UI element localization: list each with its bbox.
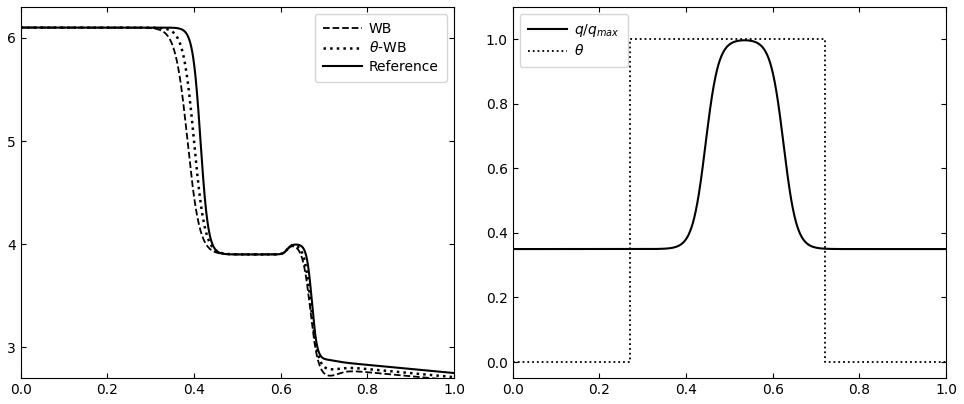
WB (181, 133, 193, 137)
$\theta$-WB (90, 25, 101, 30)
$q/q_{max}$ (932, 246, 944, 251)
WB (200, 241, 211, 246)
Reference (200, 204, 211, 209)
$q/q_{max}$ (885, 246, 897, 251)
$\theta$ (507, 360, 519, 364)
$\theta$-WB (448, 375, 460, 380)
$\theta$-WB (200, 228, 211, 233)
WB (14, 25, 26, 30)
Reference (448, 370, 460, 375)
$q/q_{max}$ (582, 246, 594, 251)
WB (393, 372, 405, 377)
Line: $\theta$-WB: $\theta$-WB (20, 27, 454, 377)
Line: $\theta$: $\theta$ (513, 39, 946, 362)
$\theta$-WB (393, 370, 405, 375)
Line: $q/q_{max}$: $q/q_{max}$ (513, 40, 946, 249)
$q/q_{max}$ (940, 246, 951, 251)
Line: Reference: Reference (20, 27, 454, 373)
Legend: WB, $\theta$-WB, Reference: WB, $\theta$-WB, Reference (314, 14, 447, 82)
$\theta$-WB (14, 25, 26, 30)
Reference (181, 32, 193, 37)
WB (90, 25, 101, 30)
Reference (440, 370, 451, 375)
Reference (65, 25, 76, 30)
$\theta$-WB (65, 25, 76, 30)
WB (65, 25, 76, 30)
$q/q_{max}$ (738, 38, 750, 43)
$\theta$ (940, 360, 951, 364)
$\theta$ (624, 360, 635, 364)
$\theta$-WB (181, 73, 193, 78)
$q/q_{max}$ (673, 243, 684, 248)
WB (440, 377, 451, 382)
Reference (14, 25, 26, 30)
Legend: $q/q_{max}$, $\theta$: $q/q_{max}$, $\theta$ (520, 14, 628, 67)
$q/q_{max}$ (507, 246, 519, 251)
$\theta$-WB (440, 374, 451, 379)
Reference (393, 365, 405, 370)
WB (448, 378, 460, 383)
$\theta$ (624, 37, 635, 42)
Line: WB: WB (20, 27, 454, 380)
$q/q_{max}$ (556, 246, 568, 251)
Reference (90, 25, 101, 30)
$\theta$ (819, 360, 831, 364)
$q/q_{max}$ (692, 198, 704, 203)
$\theta$ (819, 37, 831, 42)
